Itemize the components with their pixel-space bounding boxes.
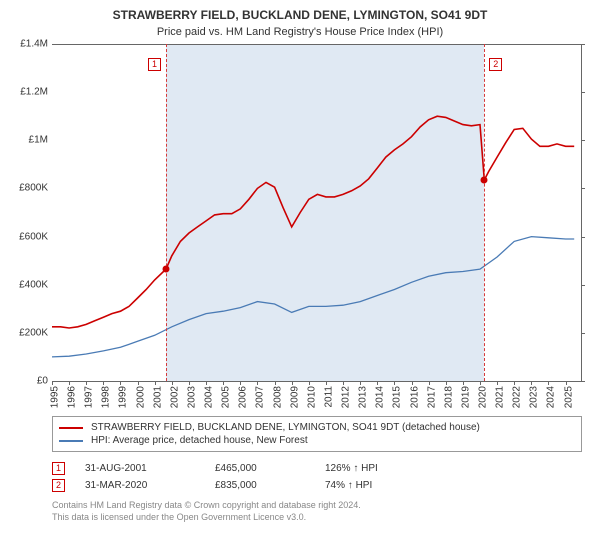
x-tick-label: 2000 xyxy=(135,386,146,408)
legend-label: HPI: Average price, detached house, New … xyxy=(91,435,308,446)
event-marker-icon: 2 xyxy=(489,58,502,71)
legend-swatch xyxy=(59,440,83,442)
x-tick-label: 1995 xyxy=(50,386,61,408)
x-tick-label: 2016 xyxy=(409,386,420,408)
x-tick-label: 2015 xyxy=(392,386,403,408)
transaction-price: £465,000 xyxy=(215,463,325,474)
transactions-table: 1 31-AUG-2001 £465,000 126% ↑ HPI 2 31-M… xyxy=(52,460,582,494)
y-tick-label: £0 xyxy=(4,376,48,387)
plot-area: £0£200K£400K£600K£800K£1M£1.2M£1.4M12 xyxy=(52,44,582,382)
x-tick-label: 2001 xyxy=(152,386,163,408)
chart-container: STRAWBERRY FIELD, BUCKLAND DENE, LYMINGT… xyxy=(0,0,600,560)
series-line xyxy=(52,237,574,357)
legend-label: STRAWBERRY FIELD, BUCKLAND DENE, LYMINGT… xyxy=(91,422,480,433)
legend: STRAWBERRY FIELD, BUCKLAND DENE, LYMINGT… xyxy=(52,416,582,452)
footer-line: This data is licensed under the Open Gov… xyxy=(52,512,582,524)
y-tick-label: £1.2M xyxy=(4,87,48,98)
x-tick-label: 1998 xyxy=(101,386,112,408)
event-marker-icon: 1 xyxy=(148,58,161,71)
event-marker-icon: 1 xyxy=(52,462,65,475)
event-dot xyxy=(481,177,488,184)
x-tick-label: 2014 xyxy=(375,386,386,408)
x-tick-label: 2023 xyxy=(529,386,540,408)
x-axis: 1995 1996 1997 1998 1999 2000 2001 2002 2003 2004… xyxy=(52,382,582,416)
x-tick-label: 2013 xyxy=(358,386,369,408)
y-tick-label: £800K xyxy=(4,183,48,194)
footer: Contains HM Land Registry data © Crown c… xyxy=(52,500,582,523)
y-tick-label: £600K xyxy=(4,231,48,242)
x-tick-label: 2004 xyxy=(204,386,215,408)
x-tick-label: 2008 xyxy=(272,386,283,408)
transaction-hpi: 74% ↑ HPI xyxy=(325,480,582,491)
x-tick-label: 2010 xyxy=(306,386,317,408)
x-tick-label: 2003 xyxy=(186,386,197,408)
x-tick-label: 2024 xyxy=(546,386,557,408)
x-tick-label: 2020 xyxy=(477,386,488,408)
table-row: 1 31-AUG-2001 £465,000 126% ↑ HPI xyxy=(52,460,582,477)
transaction-price: £835,000 xyxy=(215,480,325,491)
legend-item: STRAWBERRY FIELD, BUCKLAND DENE, LYMINGT… xyxy=(59,421,575,434)
x-tick-label: 1999 xyxy=(118,386,129,408)
x-tick-label: 1997 xyxy=(84,386,95,408)
x-tick-label: 2006 xyxy=(238,386,249,408)
x-tick-label: 2018 xyxy=(443,386,454,408)
x-tick-label: 2022 xyxy=(512,386,523,408)
x-tick-label: 2019 xyxy=(460,386,471,408)
legend-swatch xyxy=(59,427,83,429)
event-marker-icon: 2 xyxy=(52,479,65,492)
x-tick-label: 2011 xyxy=(323,386,334,408)
x-tick-label: 2017 xyxy=(426,386,437,408)
series-line xyxy=(52,116,574,328)
x-tick-label: 1996 xyxy=(67,386,78,408)
transaction-date: 31-AUG-2001 xyxy=(85,463,215,474)
chart-title: STRAWBERRY FIELD, BUCKLAND DENE, LYMINGT… xyxy=(0,0,600,22)
x-tick-label: 2009 xyxy=(289,386,300,408)
table-row: 2 31-MAR-2020 £835,000 74% ↑ HPI xyxy=(52,477,582,494)
y-tick-label: £400K xyxy=(4,279,48,290)
footer-line: Contains HM Land Registry data © Crown c… xyxy=(52,500,582,512)
x-tick-label: 2005 xyxy=(221,386,232,408)
x-tick-label: 2007 xyxy=(255,386,266,408)
transaction-date: 31-MAR-2020 xyxy=(85,480,215,491)
x-tick-label: 2021 xyxy=(495,386,506,408)
chart-subtitle: Price paid vs. HM Land Registry's House … xyxy=(0,22,600,44)
x-tick-label: 2002 xyxy=(169,386,180,408)
x-tick-label: 2012 xyxy=(341,386,352,408)
transaction-hpi: 126% ↑ HPI xyxy=(325,463,582,474)
x-tick-label: 2025 xyxy=(563,386,574,408)
y-tick-label: £1M xyxy=(4,135,48,146)
legend-item: HPI: Average price, detached house, New … xyxy=(59,434,575,447)
event-dot xyxy=(163,266,170,273)
y-tick-label: £200K xyxy=(4,327,48,338)
y-tick-label: £1.4M xyxy=(4,39,48,50)
